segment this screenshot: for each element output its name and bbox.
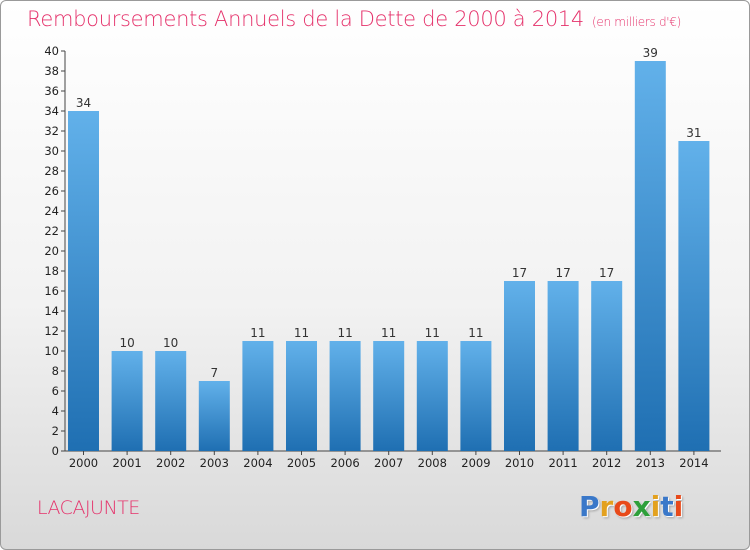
y-tick-label: 0 [52, 444, 59, 458]
x-tick-label-2006: 2006 [330, 456, 359, 470]
bar-2001 [111, 351, 143, 451]
data-label-2002: 10 [163, 336, 178, 350]
bars [68, 61, 710, 451]
data-label-2013: 39 [643, 46, 658, 60]
y-tick-label: 10 [44, 344, 59, 358]
data-label-2003: 7 [210, 366, 218, 380]
x-tick-label-2005: 2005 [287, 456, 316, 470]
data-label-2001: 10 [119, 336, 134, 350]
title-text: Remboursements Annuels de la Dette de 20… [27, 7, 584, 31]
logo-letter: i [650, 490, 661, 523]
bar-2014 [678, 141, 710, 451]
x-tick-label-2014: 2014 [679, 456, 708, 470]
logo-letter: i [673, 490, 684, 523]
y-tick-label: 24 [44, 204, 59, 218]
y-tick-label: 14 [44, 304, 59, 318]
y-tick-label: 22 [44, 224, 59, 238]
logo-letter: t [660, 490, 674, 523]
x-tick-label-2007: 2007 [374, 456, 403, 470]
y-tick-label: 20 [44, 244, 59, 258]
x-tick-label-2000: 2000 [69, 456, 98, 470]
bar-2008 [416, 341, 448, 451]
x-tick-label-2009: 2009 [461, 456, 490, 470]
bar-2010 [504, 281, 535, 451]
y-tick-label: 18 [44, 264, 59, 278]
y-tick-label: 30 [44, 144, 59, 158]
y-tick-label: 38 [44, 64, 59, 78]
x-tick-label-2013: 2013 [636, 456, 665, 470]
x-tick-label-2003: 2003 [200, 456, 229, 470]
y-tick-label: 16 [44, 284, 59, 298]
bar-2013 [634, 61, 666, 451]
data-label-2010: 17 [512, 266, 527, 280]
y-tick-label: 26 [44, 184, 59, 198]
bar-2007 [373, 341, 405, 451]
y-tick-label: 40 [44, 44, 59, 58]
bar-2012 [591, 281, 623, 451]
data-label-2014: 31 [686, 126, 701, 140]
bar-2000 [68, 111, 99, 451]
bar-2011 [547, 281, 579, 451]
proxiti-logo: Proxiti [579, 490, 683, 523]
data-label-2000: 34 [76, 96, 91, 110]
y-tick-label: 32 [44, 124, 59, 138]
x-tick-label-2010: 2010 [505, 456, 534, 470]
y-tick-label: 28 [44, 164, 59, 178]
x-tick-label-2004: 2004 [243, 456, 272, 470]
chart-title: Remboursements Annuels de la Dette de 20… [27, 7, 681, 31]
data-label-2012: 17 [599, 266, 614, 280]
logo-letter: P [579, 490, 600, 523]
y-tick-label: 34 [44, 104, 59, 118]
bar-2004 [242, 341, 274, 451]
y-tick-label: 36 [44, 84, 59, 98]
bar-2009 [460, 341, 492, 451]
x-tick-label-2012: 2012 [592, 456, 621, 470]
y-tick-label: 8 [52, 364, 59, 378]
logo-letter: r [599, 490, 614, 523]
y-tick-label: 6 [52, 384, 59, 398]
y-tick-label: 12 [44, 324, 59, 338]
bar-2003 [198, 381, 230, 451]
x-tick-label-2002: 2002 [156, 456, 185, 470]
axes: 0246810121416182022242628303234363840200… [44, 44, 721, 470]
x-tick-label-2008: 2008 [418, 456, 447, 470]
x-tick-label-2011: 2011 [548, 456, 577, 470]
bar-2006 [329, 341, 361, 451]
data-label-2006: 11 [337, 326, 352, 340]
data-label-2009: 11 [468, 326, 483, 340]
commune-name: LACAJUNTE [37, 497, 140, 519]
bar-2005 [286, 341, 317, 451]
unit-label: (en milliers d'€) [592, 15, 682, 29]
y-tick-label: 2 [52, 424, 59, 438]
data-label-2008: 11 [425, 326, 440, 340]
data-labels: 34 10 10 7 11 11 11 11 11 11 17 17 17 39 31 [76, 46, 702, 380]
data-label-2004: 11 [250, 326, 265, 340]
data-label-2005: 11 [294, 326, 309, 340]
logo-letter: o [613, 490, 633, 523]
data-label-2011: 17 [555, 266, 570, 280]
y-tick-label: 4 [52, 404, 59, 418]
logo-letter: x [632, 490, 651, 523]
bar-2002 [155, 351, 187, 451]
x-tick-label-2001: 2001 [112, 456, 141, 470]
data-label-2007: 11 [381, 326, 396, 340]
